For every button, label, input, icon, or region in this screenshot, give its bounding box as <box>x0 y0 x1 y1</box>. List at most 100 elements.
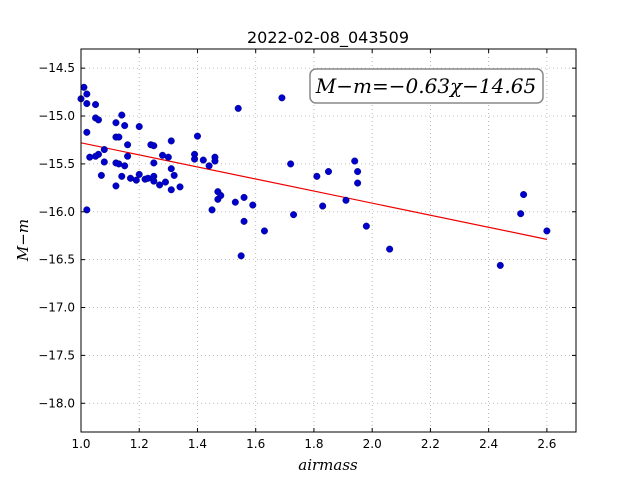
data-point <box>354 168 362 176</box>
data-point <box>126 174 134 182</box>
x-axis-label: airmass <box>298 456 358 474</box>
data-point <box>118 172 126 180</box>
data-point <box>278 94 286 102</box>
y-tick-label: −15.0 <box>38 109 75 123</box>
data-point <box>150 142 158 150</box>
data-point <box>150 159 158 167</box>
fit-equation-box: M−m=−0.63χ−14.65 <box>309 68 544 104</box>
data-point <box>325 168 333 176</box>
data-point <box>100 158 108 166</box>
y-axis-ticks: −14.5 −15.0 −15.5 −16.0 −16.5 −17.0 −17.5 −18.0 <box>38 61 576 410</box>
data-point <box>159 151 167 159</box>
data-point <box>231 198 239 206</box>
data-point <box>83 90 91 98</box>
data-point <box>86 153 94 161</box>
plot-area <box>81 49 576 432</box>
data-point <box>135 170 143 178</box>
data-point <box>121 162 129 170</box>
data-point <box>354 179 362 187</box>
x-tick-label: 2.0 <box>363 437 382 451</box>
data-point <box>112 182 120 190</box>
y-tick-label: −16.5 <box>38 253 75 267</box>
data-point <box>135 123 143 131</box>
data-point <box>167 137 175 145</box>
data-point <box>170 171 178 179</box>
data-point <box>249 201 257 209</box>
data-point <box>115 160 123 168</box>
data-point <box>319 202 327 210</box>
data-point <box>313 172 321 180</box>
x-tick-label: 2.2 <box>421 437 440 451</box>
data-point <box>94 116 102 124</box>
data-point <box>205 162 213 170</box>
data-point <box>150 177 158 185</box>
data-point <box>260 227 268 235</box>
data-point <box>167 186 175 194</box>
data-point <box>118 111 126 119</box>
data-point <box>115 133 123 141</box>
data-point <box>164 153 172 161</box>
y-tick-label: −14.5 <box>38 61 75 75</box>
y-axis-label: M−m <box>14 219 32 262</box>
data-point <box>217 191 225 199</box>
data-point <box>156 181 164 189</box>
data-point <box>92 152 100 160</box>
data-point <box>124 152 132 160</box>
data-point <box>351 157 359 165</box>
fit-equation-frame <box>309 68 544 104</box>
x-tick-label: 2.6 <box>537 437 556 451</box>
data-points <box>77 83 551 269</box>
plot-frame <box>80 48 577 433</box>
data-point <box>517 210 525 218</box>
data-point <box>83 128 91 136</box>
data-point <box>92 101 100 109</box>
chart-title: 2022-02-08_043509 <box>247 28 409 48</box>
data-point <box>100 146 108 154</box>
fit-line-layer <box>80 142 548 240</box>
data-point <box>386 245 394 253</box>
x-tick-label: 2.4 <box>479 437 498 451</box>
data-point <box>83 206 91 214</box>
data-point <box>234 104 242 112</box>
x-tick-label: 1.6 <box>246 437 265 451</box>
data-point <box>121 122 129 130</box>
data-point <box>237 252 245 260</box>
data-point <box>132 176 140 184</box>
data-point <box>342 196 350 204</box>
data-point <box>520 191 528 199</box>
grid-lines <box>80 49 576 432</box>
data-point <box>176 183 184 191</box>
y-tick-label: −17.5 <box>38 348 75 362</box>
data-point <box>161 178 169 186</box>
y-tick-label: −18.0 <box>38 396 75 410</box>
data-point <box>290 211 298 219</box>
x-tick-label: 1.2 <box>130 437 149 451</box>
data-point <box>97 171 105 179</box>
data-point <box>83 100 91 108</box>
data-point <box>240 217 248 225</box>
x-tick-label: 1.4 <box>188 437 207 451</box>
data-point <box>124 141 132 149</box>
data-point <box>211 157 219 165</box>
x-axis-ticks: 1.0 1.2 1.4 1.6 1.8 2.0 2.2 2.4 2.6 <box>71 49 556 451</box>
data-point <box>240 193 248 201</box>
fit-line <box>80 142 548 240</box>
data-point <box>208 206 216 214</box>
data-point <box>362 222 370 230</box>
y-tick-label: −15.5 <box>38 157 75 171</box>
data-point <box>80 83 88 91</box>
data-point <box>191 155 199 163</box>
x-tick-label: 1.8 <box>304 437 323 451</box>
data-point <box>543 227 551 235</box>
data-point <box>199 156 207 164</box>
data-point <box>287 160 295 168</box>
data-point <box>112 119 120 127</box>
data-point <box>144 174 152 182</box>
data-point <box>167 165 175 173</box>
data-point <box>496 261 504 269</box>
fit-equation-text: M−m=−0.63χ−14.65 <box>315 74 536 98</box>
data-point <box>193 132 201 140</box>
y-tick-label: −17.0 <box>38 301 75 315</box>
x-tick-label: 1.0 <box>71 437 90 451</box>
